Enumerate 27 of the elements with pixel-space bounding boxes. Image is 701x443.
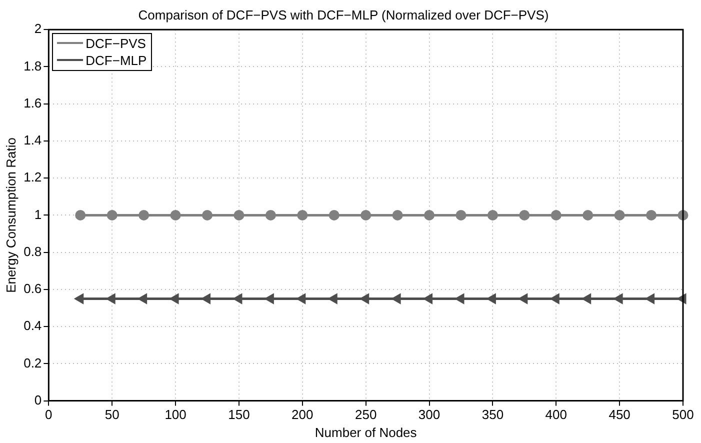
x-tick-label: 250 xyxy=(354,407,377,422)
x-axis-title: Number of Nodes xyxy=(314,424,418,440)
y-tick-label: 0.4 xyxy=(24,318,42,334)
x-tick-label: 400 xyxy=(545,407,567,422)
y-tick-label: 1.2 xyxy=(24,170,42,185)
y-tick-label: 0 xyxy=(34,392,42,408)
x-tick-label: 50 xyxy=(104,407,120,422)
x-tick-label: 450 xyxy=(608,407,630,422)
x-tick-label: 200 xyxy=(292,407,314,422)
y-tick-label: 1.8 xyxy=(24,58,42,74)
y-tick-label: 0.6 xyxy=(24,281,42,296)
chart-title: Comparison of DCF−PVS with DCF−MLP (Normalized over DCF−PVS) xyxy=(138,7,549,22)
legend-label: DCF−PVS xyxy=(86,34,146,52)
x-tick-label: 0 xyxy=(45,407,52,422)
y-tick-label: 0.8 xyxy=(24,244,42,259)
y-tick-label: 1.4 xyxy=(24,132,42,148)
y-tick-label: 0.2 xyxy=(24,355,42,370)
x-tick-label: 100 xyxy=(164,407,186,422)
y-tick-label: 1.6 xyxy=(24,95,42,110)
x-tick-label: 500 xyxy=(672,407,694,422)
x-tick-label: 150 xyxy=(228,407,250,422)
y-tick-label: 2 xyxy=(34,21,42,36)
y-tick-label: 1 xyxy=(34,206,42,222)
legend-label: DCF−MLP xyxy=(86,52,147,69)
y-axis-title: Energy Consumption Ratio xyxy=(3,138,18,293)
x-tick-label: 300 xyxy=(418,407,440,422)
x-tick-label: 350 xyxy=(482,407,504,422)
